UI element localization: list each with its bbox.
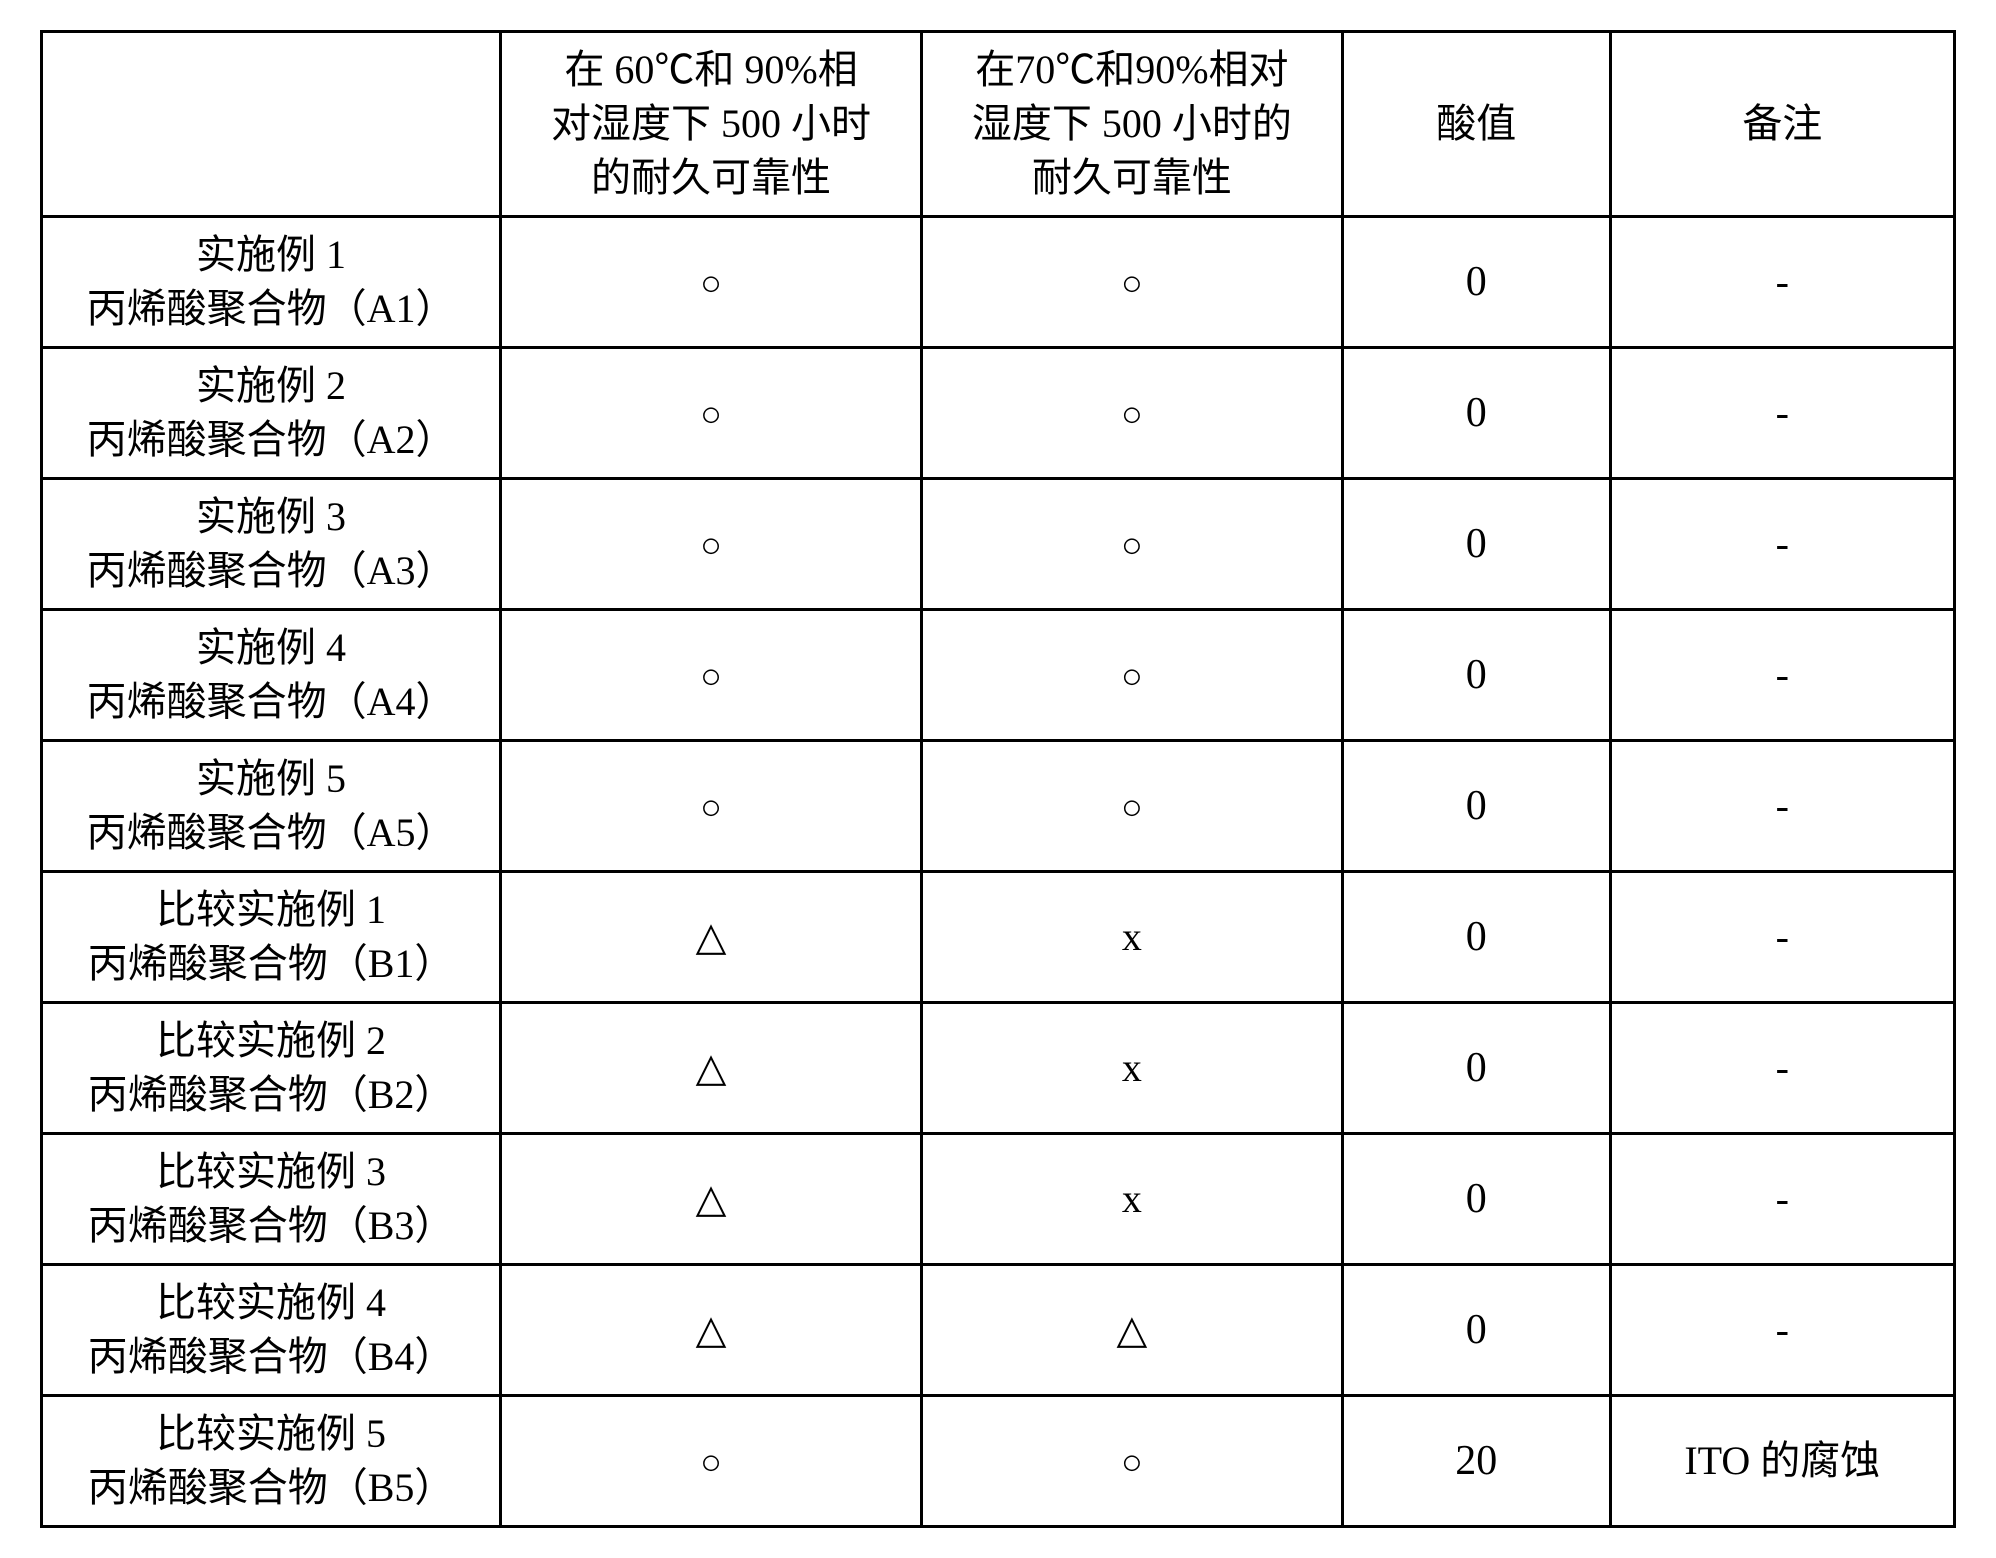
cell-70c: ○ xyxy=(921,741,1342,872)
row-label: 实施例 1 丙烯酸聚合物（A1） xyxy=(42,217,501,348)
cell-note: - xyxy=(1610,217,1954,348)
cell-60c: △ xyxy=(501,1265,922,1396)
cell-acid: 0 xyxy=(1342,1003,1610,1134)
cell-note: - xyxy=(1610,741,1954,872)
cell-70c: ○ xyxy=(921,610,1342,741)
cell-60c: ○ xyxy=(501,610,922,741)
cell-acid: 0 xyxy=(1342,217,1610,348)
cell-60c: ○ xyxy=(501,741,922,872)
cell-note: - xyxy=(1610,348,1954,479)
table-row: 比较实施例 1 丙烯酸聚合物（B1） △ x 0 - xyxy=(42,872,1955,1003)
cell-60c: △ xyxy=(501,1003,922,1134)
cell-70c: x xyxy=(921,1003,1342,1134)
cell-acid: 0 xyxy=(1342,1134,1610,1265)
row-label: 比较实施例 2 丙烯酸聚合物（B2） xyxy=(42,1003,501,1134)
cell-60c: ○ xyxy=(501,479,922,610)
table-row: 比较实施例 3 丙烯酸聚合物（B3） △ x 0 - xyxy=(42,1134,1955,1265)
col-header-blank xyxy=(42,32,501,217)
cell-acid: 0 xyxy=(1342,348,1610,479)
row-label: 比较实施例 1 丙烯酸聚合物（B1） xyxy=(42,872,501,1003)
cell-note: - xyxy=(1610,872,1954,1003)
cell-70c: ○ xyxy=(921,217,1342,348)
cell-70c: ○ xyxy=(921,1396,1342,1527)
table-row: 实施例 4 丙烯酸聚合物（A4） ○ ○ 0 - xyxy=(42,610,1955,741)
col-header-70c: 在70℃和90%相对 湿度下 500 小时的 耐久可靠性 xyxy=(921,32,1342,217)
row-label: 实施例 3 丙烯酸聚合物（A3） xyxy=(42,479,501,610)
cell-70c: ○ xyxy=(921,348,1342,479)
cell-60c: ○ xyxy=(501,217,922,348)
cell-acid: 0 xyxy=(1342,872,1610,1003)
cell-note: - xyxy=(1610,1134,1954,1265)
row-label: 实施例 2 丙烯酸聚合物（A2） xyxy=(42,348,501,479)
cell-note: ITO 的腐蚀 xyxy=(1610,1396,1954,1527)
cell-note: - xyxy=(1610,479,1954,610)
cell-acid: 20 xyxy=(1342,1396,1610,1527)
table-header-row: 在 60℃和 90%相 对湿度下 500 小时 的耐久可靠性 在70℃和90%相… xyxy=(42,32,1955,217)
col-header-60c-l2: 对湿度下 500 小时 xyxy=(551,101,871,146)
col-header-60c-l3: 的耐久可靠性 xyxy=(591,155,831,200)
col-header-60c: 在 60℃和 90%相 对湿度下 500 小时 的耐久可靠性 xyxy=(501,32,922,217)
cell-70c: △ xyxy=(921,1265,1342,1396)
col-header-60c-l1: 在 60℃和 90%相 xyxy=(564,47,857,92)
cell-60c: △ xyxy=(501,1134,922,1265)
row-label: 比较实施例 5 丙烯酸聚合物（B5） xyxy=(42,1396,501,1527)
cell-acid: 0 xyxy=(1342,741,1610,872)
cell-60c: ○ xyxy=(501,1396,922,1527)
table-body: 实施例 1 丙烯酸聚合物（A1） ○ ○ 0 - 实施例 2 丙烯酸聚合物（A2… xyxy=(42,217,1955,1527)
table-row: 实施例 2 丙烯酸聚合物（A2） ○ ○ 0 - xyxy=(42,348,1955,479)
cell-note: - xyxy=(1610,1265,1954,1396)
cell-70c: x xyxy=(921,1134,1342,1265)
table-row: 实施例 3 丙烯酸聚合物（A3） ○ ○ 0 - xyxy=(42,479,1955,610)
cell-70c: x xyxy=(921,872,1342,1003)
col-header-70c-l2: 湿度下 500 小时的 xyxy=(972,101,1292,146)
table-row: 比较实施例 5 丙烯酸聚合物（B5） ○ ○ 20 ITO 的腐蚀 xyxy=(42,1396,1955,1527)
cell-note: - xyxy=(1610,610,1954,741)
col-header-70c-l3: 耐久可靠性 xyxy=(1032,155,1232,200)
cell-60c: △ xyxy=(501,872,922,1003)
col-header-note: 备注 xyxy=(1610,32,1954,217)
row-label: 比较实施例 3 丙烯酸聚合物（B3） xyxy=(42,1134,501,1265)
cell-acid: 0 xyxy=(1342,479,1610,610)
cell-60c: ○ xyxy=(501,348,922,479)
row-label: 实施例 4 丙烯酸聚合物（A4） xyxy=(42,610,501,741)
table-row: 比较实施例 2 丙烯酸聚合物（B2） △ x 0 - xyxy=(42,1003,1955,1134)
table-row: 比较实施例 4 丙烯酸聚合物（B4） △ △ 0 - xyxy=(42,1265,1955,1396)
col-header-acid: 酸值 xyxy=(1342,32,1610,217)
cell-acid: 0 xyxy=(1342,610,1610,741)
table-row: 实施例 1 丙烯酸聚合物（A1） ○ ○ 0 - xyxy=(42,217,1955,348)
row-label: 比较实施例 4 丙烯酸聚合物（B4） xyxy=(42,1265,501,1396)
cell-note: - xyxy=(1610,1003,1954,1134)
row-label: 实施例 5 丙烯酸聚合物（A5） xyxy=(42,741,501,872)
durability-table: 在 60℃和 90%相 对湿度下 500 小时 的耐久可靠性 在70℃和90%相… xyxy=(40,30,1956,1528)
col-header-70c-l1: 在70℃和90%相对 xyxy=(975,47,1288,92)
cell-70c: ○ xyxy=(921,479,1342,610)
table-row: 实施例 5 丙烯酸聚合物（A5） ○ ○ 0 - xyxy=(42,741,1955,872)
cell-acid: 0 xyxy=(1342,1265,1610,1396)
